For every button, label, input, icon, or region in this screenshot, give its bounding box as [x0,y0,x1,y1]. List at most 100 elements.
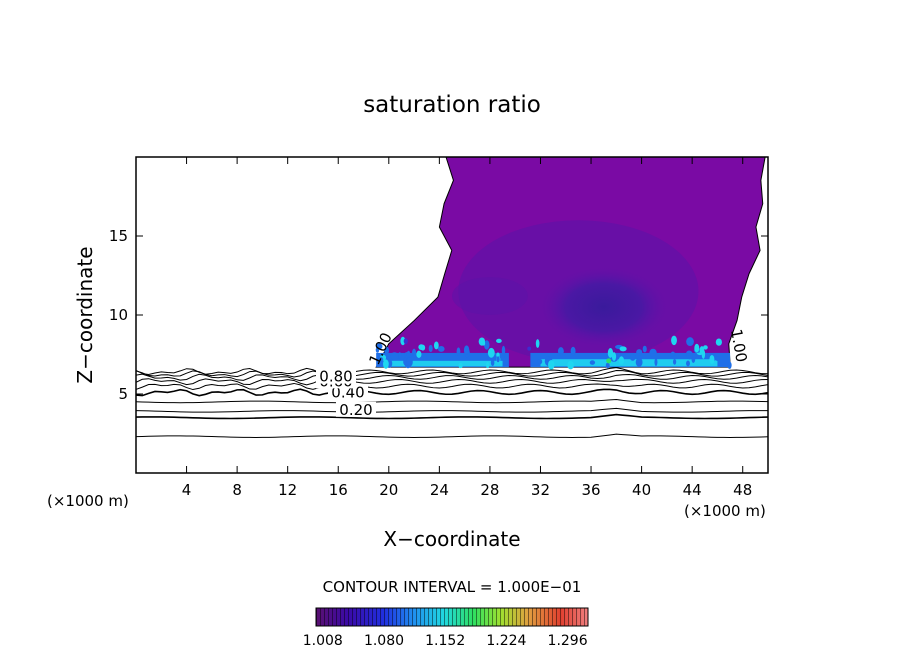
x-tick-label: 24 [430,481,449,499]
x-tick-label: 20 [379,481,398,499]
cloud-base-speck [686,360,690,367]
cloud-base-speck [670,351,676,357]
cloud-base-speck [437,346,445,352]
colorbar-tick-label: 1.224 [486,633,526,649]
cloud-base-speck [649,348,657,358]
cloud-base-speck [428,344,433,353]
cloud-base-speck [501,345,506,356]
cloud-base-speck [403,338,408,345]
contour-label-cloud-right: 1.00 [727,328,751,364]
cloud-base-speck [635,357,643,367]
cloud-base-speck [672,359,677,365]
plot-area [136,157,768,438]
cloud-core [540,267,667,347]
max-saturation-spot [606,358,612,364]
cloud-base-speck [548,359,555,370]
cloud-base-speck [709,354,715,365]
cloud-base-cyan-left [388,360,503,367]
cloud-base-speck [642,345,647,353]
cloud-base-speck [727,361,732,369]
cloud-base-speck [490,359,495,366]
y-tick-label: 10 [109,306,128,324]
x-tick-label: 36 [581,481,600,499]
contour-label-bg [336,401,376,417]
contour-line [136,407,768,413]
y-axis-label: Z−coordinate [73,246,97,383]
cloud-field [375,157,766,370]
contour-line [136,378,768,386]
x-axis-label: X−coordinate [383,527,520,551]
cloud-base-speck [701,349,706,359]
cloud-base-speck [384,346,390,355]
cloud-base-speck [458,362,463,369]
cloud-base-speck [496,338,502,344]
x-tick-label: 44 [683,481,702,499]
x-tick-label: 16 [329,481,348,499]
y-axis-ticks: 5 10 15 [109,227,768,403]
contour-line [136,413,768,420]
x-tick-label: 48 [733,481,752,499]
x-tick-label: 4 [182,481,192,499]
y-tick-label: 5 [118,385,128,403]
cloud-base-speck [605,362,610,369]
x-tick-label: 40 [632,481,651,499]
cloud-base-speck [375,346,380,353]
cloud-base-speck [383,359,389,369]
cloud-base-speck [433,341,439,350]
cloud-base-speck [557,347,564,356]
cloud-base-speck [406,357,413,367]
cloud-base-speck [527,346,532,351]
cloud-base-speck [416,350,422,358]
cloud-base-speck [611,352,617,361]
cloud-base-speck [487,347,495,358]
cloud-base-speck [482,340,486,346]
cloud-base-speck [671,335,677,346]
cloud-base-speck [486,361,490,369]
cloud-base-speck [607,348,614,358]
cloud-inner-patch [452,277,528,315]
contour-label: 0.80 [319,368,352,386]
x-tick-label: 32 [531,481,550,499]
x-tick-label: 8 [232,481,242,499]
contour-label: 0.20 [339,401,372,419]
cloud-base-speck [570,346,576,356]
colorbar-tick-label: 1.008 [303,633,343,649]
contour-interval-text: CONTOUR INTERVAL = 1.000E−01 [323,578,582,596]
colorbar-tick-label: 1.296 [548,633,588,649]
colorbar-labels: 1.008 1.080 1.152 1.224 1.296 [303,633,588,649]
cloud-base-speck [589,360,596,365]
cloud-base-speck [463,345,470,355]
x-tick-label: 28 [480,481,499,499]
cloud-base-speck [537,358,543,365]
x-axis-unit-right: (×1000 m) [684,502,766,520]
cloud-base-speck [715,338,722,346]
x-tick-label: 12 [278,481,297,499]
cloud-base-speck [686,337,694,347]
cloud-base-speck [412,348,417,358]
cloud-base-speck [618,356,625,365]
cloud-base-speck [400,336,406,346]
cloud-base-speck [420,344,426,351]
contour-lines [136,367,768,438]
contour-labels: 0.200.400.600.801.001.00 [316,328,751,419]
cloud-base-speck [703,345,708,350]
cloud-base-speck [686,350,693,360]
contour-line [136,388,768,397]
colorbar [315,607,589,627]
colorbar-tick-label: 1.080 [364,633,404,649]
contour-line [136,369,768,378]
chart-title: saturation ratio [363,92,541,118]
contour-line [136,373,768,382]
cloud-base-speck [496,356,500,363]
cloud-base-speck [378,357,384,362]
cloud-base-speck [390,352,399,361]
colorbar-tick-label: 1.152 [425,633,465,649]
contour-line [136,399,768,404]
cloud-base-cyan-right [540,359,718,367]
cloud-base-speck [619,346,627,352]
cloud-base-speck [398,352,402,359]
x-axis-ticks: 4 8 12 16 20 24 28 32 36 40 44 48 [182,157,752,499]
cloud-base-speck [654,358,658,366]
cloud-base-speck [715,356,720,362]
